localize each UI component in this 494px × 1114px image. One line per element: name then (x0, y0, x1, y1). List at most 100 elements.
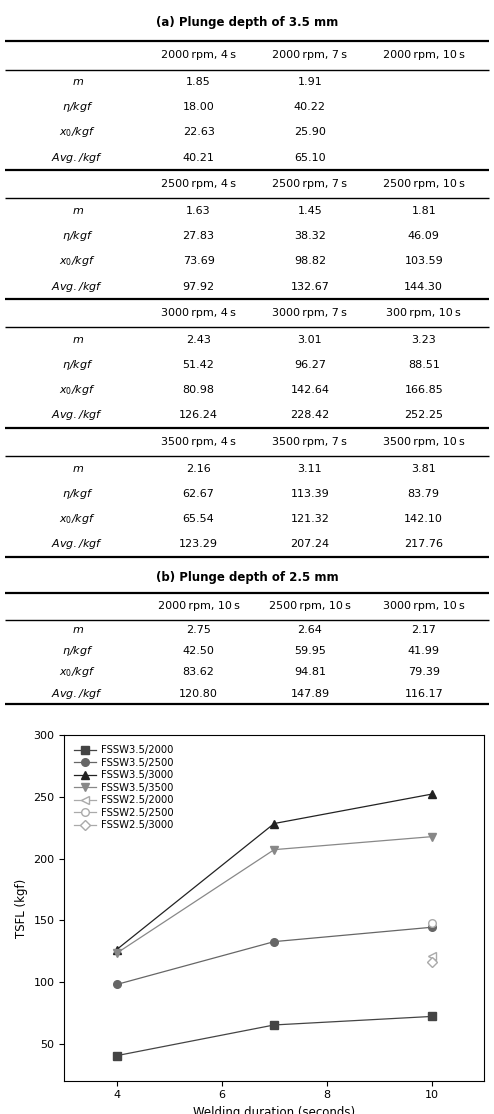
Text: 132.67: 132.67 (290, 282, 329, 292)
Text: 83.79: 83.79 (408, 489, 440, 499)
Text: $\eta$/kgf: $\eta$/kgf (62, 229, 93, 243)
Text: $x_0$/kgf: $x_0$/kgf (59, 512, 96, 526)
Text: 18.00: 18.00 (183, 102, 214, 113)
Text: 126.24: 126.24 (179, 410, 218, 420)
Text: 3500 rpm, 10 s: 3500 rpm, 10 s (383, 437, 464, 447)
Line: FSSW3.5/3500: FSSW3.5/3500 (113, 833, 435, 957)
Text: 2000 rpm, 10 s: 2000 rpm, 10 s (383, 50, 465, 60)
Text: 3.01: 3.01 (297, 335, 322, 345)
FSSW3.5/3000 (114, 942, 120, 956)
Text: 2500 rpm, 10 s: 2500 rpm, 10 s (383, 179, 465, 189)
Text: 40.22: 40.22 (294, 102, 326, 113)
Text: $\eta$/kgf: $\eta$/kgf (62, 487, 93, 501)
Text: $x_0$/kgf: $x_0$/kgf (59, 383, 96, 398)
Text: 1.81: 1.81 (412, 206, 436, 216)
Text: 2.17: 2.17 (412, 625, 436, 635)
Line: FSSW3.5/2000: FSSW3.5/2000 (113, 1013, 435, 1059)
Text: 2000 rpm, 7 s: 2000 rpm, 7 s (272, 50, 347, 60)
Text: 1.85: 1.85 (186, 77, 211, 87)
Text: $m$: $m$ (72, 465, 83, 473)
Line: FSSW3.5/3000: FSSW3.5/3000 (113, 790, 435, 954)
Text: 41.99: 41.99 (408, 646, 440, 656)
Text: 2000 rpm, 10 s: 2000 rpm, 10 s (158, 602, 240, 612)
Text: $\eta$/kgf: $\eta$/kgf (62, 100, 93, 115)
Line: FSSW3.5/2500: FSSW3.5/2500 (113, 924, 435, 988)
FSSW3.5/2000 (114, 1049, 120, 1063)
Text: 51.42: 51.42 (183, 360, 214, 370)
FSSW3.5/3000 (271, 817, 277, 830)
FSSW3.5/3000 (429, 788, 435, 801)
Text: 88.51: 88.51 (408, 360, 440, 370)
Text: 123.29: 123.29 (179, 539, 218, 549)
Text: $Avg.$​/kgf: $Avg.$​/kgf (51, 409, 104, 422)
Text: $Avg.$​/kgf: $Avg.$​/kgf (51, 537, 104, 551)
Text: 27.83: 27.83 (183, 232, 214, 242)
Text: 120.80: 120.80 (179, 688, 218, 698)
X-axis label: Welding duration (seconds): Welding duration (seconds) (193, 1106, 355, 1114)
Text: 3500 rpm, 7 s: 3500 rpm, 7 s (273, 437, 347, 447)
Text: 98.82: 98.82 (294, 256, 326, 266)
Text: 40.21: 40.21 (183, 153, 214, 163)
Text: 3000 rpm, 10 s: 3000 rpm, 10 s (383, 602, 464, 612)
Text: 207.24: 207.24 (290, 539, 329, 549)
Text: 166.85: 166.85 (404, 385, 443, 395)
Text: 2500 rpm, 7 s: 2500 rpm, 7 s (272, 179, 347, 189)
Text: $\eta$/kgf: $\eta$/kgf (62, 359, 93, 372)
Text: 2.75: 2.75 (186, 625, 211, 635)
Text: 3.81: 3.81 (412, 465, 436, 473)
Text: 300 rpm, 10 s: 300 rpm, 10 s (386, 309, 461, 319)
FSSW3.5/2000 (271, 1018, 277, 1032)
FSSW3.5/3500 (271, 843, 277, 857)
Text: 62.67: 62.67 (183, 489, 214, 499)
Text: 3500 rpm, 4 s: 3500 rpm, 4 s (161, 437, 236, 447)
Text: 2.64: 2.64 (297, 625, 323, 635)
Text: $m$: $m$ (72, 625, 83, 635)
Text: 116.17: 116.17 (404, 688, 443, 698)
Text: $\eta$/kgf: $\eta$/kgf (62, 644, 93, 658)
Text: (a) Plunge depth of 3.5 mm: (a) Plunge depth of 3.5 mm (156, 16, 338, 29)
Text: 147.89: 147.89 (290, 688, 329, 698)
FSSW3.5/2000 (429, 1009, 435, 1023)
Text: 2.16: 2.16 (186, 465, 211, 473)
Text: 59.95: 59.95 (294, 646, 326, 656)
Text: 2.43: 2.43 (186, 335, 211, 345)
Text: $Avg.$​/kgf: $Avg.$​/kgf (51, 150, 104, 165)
FSSW3.5/3500 (114, 947, 120, 960)
FSSW3.5/2500 (429, 920, 435, 934)
Text: 3.23: 3.23 (412, 335, 436, 345)
Text: $m$: $m$ (72, 335, 83, 345)
FSSW3.5/2500 (114, 978, 120, 991)
Text: 79.39: 79.39 (408, 667, 440, 677)
Text: 22.63: 22.63 (183, 127, 214, 137)
Text: 3.11: 3.11 (297, 465, 322, 473)
Text: 217.76: 217.76 (404, 539, 443, 549)
Text: 1.45: 1.45 (297, 206, 322, 216)
Text: 103.59: 103.59 (404, 256, 443, 266)
Text: 73.69: 73.69 (183, 256, 214, 266)
Y-axis label: TSFL (kgf): TSFL (kgf) (15, 878, 28, 938)
Text: 94.81: 94.81 (294, 667, 326, 677)
Text: $x_0$/kgf: $x_0$/kgf (59, 665, 96, 680)
Text: 46.09: 46.09 (408, 232, 440, 242)
Text: 42.50: 42.50 (183, 646, 214, 656)
Text: 3000 rpm, 7 s: 3000 rpm, 7 s (273, 309, 347, 319)
Text: 142.64: 142.64 (290, 385, 329, 395)
Text: 252.25: 252.25 (404, 410, 443, 420)
FSSW3.5/3500 (429, 830, 435, 843)
Text: $x_0$/kgf: $x_0$/kgf (59, 254, 96, 268)
Text: 113.39: 113.39 (290, 489, 329, 499)
Text: (b) Plunge depth of 2.5 mm: (b) Plunge depth of 2.5 mm (156, 571, 338, 585)
Text: $m$: $m$ (72, 77, 83, 87)
Text: 3000 rpm, 4 s: 3000 rpm, 4 s (161, 309, 236, 319)
Text: 2500 rpm, 4 s: 2500 rpm, 4 s (161, 179, 236, 189)
Text: 144.30: 144.30 (404, 282, 443, 292)
Text: 142.10: 142.10 (404, 515, 443, 525)
Text: 80.98: 80.98 (183, 385, 214, 395)
FSSW3.5/2500 (271, 935, 277, 948)
Text: 65.54: 65.54 (183, 515, 214, 525)
Text: 65.10: 65.10 (294, 153, 326, 163)
Text: 83.62: 83.62 (183, 667, 214, 677)
Text: 2500 rpm, 10 s: 2500 rpm, 10 s (269, 602, 351, 612)
Text: 96.27: 96.27 (294, 360, 326, 370)
Text: $Avg.$​/kgf: $Avg.$​/kgf (51, 280, 104, 293)
